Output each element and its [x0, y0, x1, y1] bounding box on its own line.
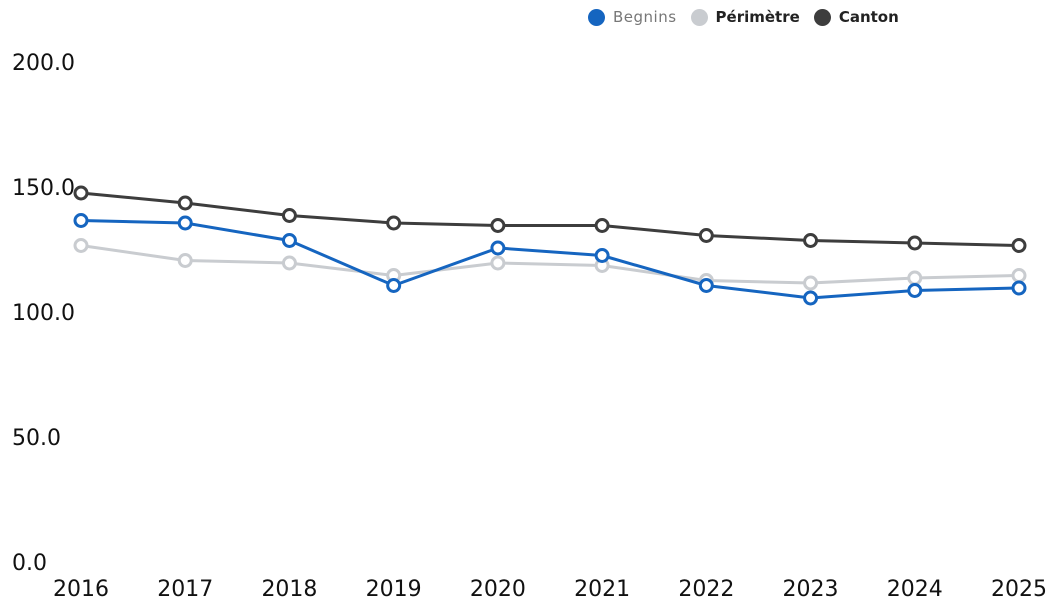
data-point[interactable]	[1011, 238, 1027, 253]
x-tick-label: 2022	[678, 577, 734, 602]
data-point[interactable]	[73, 213, 89, 228]
y-tick-label: 100.0	[12, 301, 75, 326]
series-begnins	[73, 213, 1027, 306]
series-line	[79, 191, 1021, 247]
y-tick-label: 200.0	[12, 51, 75, 76]
series-canton	[73, 185, 1027, 253]
data-point[interactable]	[698, 278, 714, 293]
data-point[interactable]	[907, 270, 923, 286]
data-point[interactable]	[177, 215, 193, 231]
x-tick-label: 2020	[470, 577, 526, 602]
data-point[interactable]	[490, 240, 506, 256]
data-point[interactable]	[386, 215, 402, 231]
data-point[interactable]	[177, 253, 193, 268]
series-line	[79, 244, 1021, 285]
legend-label-perimetre: Périmètre	[715, 8, 800, 26]
series-primtre	[73, 238, 1027, 291]
data-point[interactable]	[386, 278, 402, 293]
x-tick-label: 2018	[261, 577, 317, 602]
data-point[interactable]	[73, 238, 89, 253]
x-axis: 2016 2017 2018 2019 2020 2021 2022 2023 2024 2025	[53, 577, 1047, 602]
legend-label-canton: Canton	[838, 8, 899, 26]
x-tick-label: 2024	[887, 577, 943, 602]
data-point[interactable]	[803, 233, 819, 248]
y-axis: 0.0 50.0 100.0 150.0 200.0	[12, 51, 75, 576]
legend-marker-canton	[813, 8, 831, 26]
series-line	[79, 219, 1021, 300]
data-point[interactable]	[281, 233, 297, 248]
x-tick-label: 2025	[991, 577, 1047, 602]
data-point[interactable]	[1011, 268, 1027, 283]
series-layer	[73, 185, 1027, 306]
legend-label-begnins: Begnins	[613, 8, 677, 26]
data-point[interactable]	[594, 248, 610, 263]
data-point[interactable]	[177, 195, 193, 211]
data-point[interactable]	[1011, 280, 1027, 296]
legend-item-canton[interactable]: Canton	[813, 8, 899, 26]
data-point[interactable]	[281, 208, 297, 223]
x-tick-label: 2017	[157, 577, 213, 602]
data-point[interactable]	[490, 218, 506, 233]
data-point[interactable]	[907, 283, 923, 298]
data-point[interactable]	[803, 290, 819, 306]
legend-marker-perimetre	[690, 8, 708, 26]
x-tick-label: 2019	[366, 577, 422, 602]
x-tick-label: 2023	[783, 577, 839, 602]
x-tick-label: 2016	[53, 577, 109, 602]
data-point[interactable]	[281, 255, 297, 271]
y-tick-label: 0.0	[12, 551, 47, 576]
data-point[interactable]	[803, 275, 819, 291]
y-tick-label: 150.0	[12, 176, 75, 201]
legend-item-begnins[interactable]: Begnins	[588, 8, 677, 26]
data-point[interactable]	[698, 228, 714, 243]
data-point[interactable]	[490, 255, 506, 271]
legend-marker-begnins	[588, 8, 605, 26]
x-tick-label: 2021	[574, 577, 630, 602]
legend-item-perimetre[interactable]: Périmètre	[690, 8, 800, 26]
y-tick-label: 50.0	[12, 426, 61, 451]
data-point[interactable]	[907, 235, 923, 251]
data-point[interactable]	[73, 185, 89, 201]
data-point[interactable]	[594, 218, 610, 233]
legend: Begnins Périmètre Canton	[588, 8, 899, 26]
